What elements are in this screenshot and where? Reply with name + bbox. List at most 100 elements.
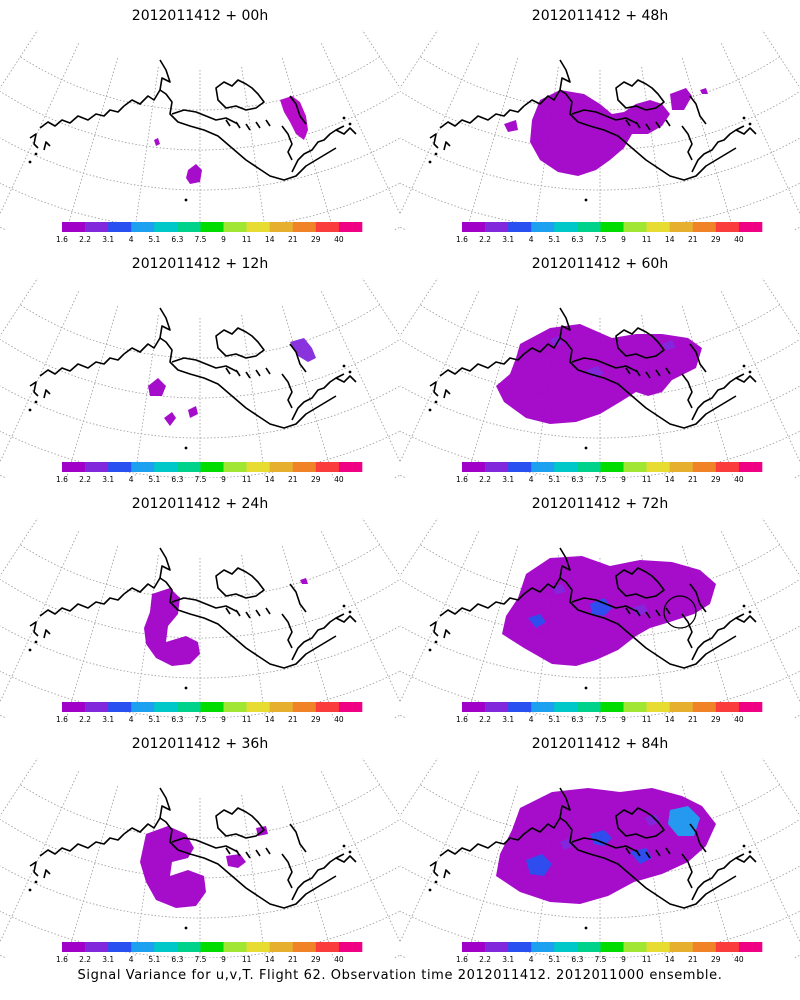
coastline xyxy=(691,125,745,173)
colorbar-label: 1.6 xyxy=(456,955,468,964)
colorbar-swatch xyxy=(108,942,132,952)
colorbar-swatch xyxy=(577,222,601,232)
colorbar-swatch xyxy=(600,462,624,472)
colorbar-label: 1.6 xyxy=(56,235,68,244)
colorbar-swatch xyxy=(223,702,247,712)
colorbar-label: 2.2 xyxy=(79,715,91,724)
colorbar-label: 9 xyxy=(221,235,226,244)
coastlines xyxy=(29,307,357,429)
coastline xyxy=(171,837,239,853)
coastline xyxy=(645,851,651,859)
colorbar-swatch xyxy=(269,222,294,232)
variance-field xyxy=(154,96,308,184)
colorbar-label: 4 xyxy=(529,715,534,724)
colorbar-swatch xyxy=(269,702,294,712)
colorbar-swatch xyxy=(692,222,717,232)
colorbar-label: 2.2 xyxy=(479,235,491,244)
island-marker xyxy=(28,888,32,892)
colorbar-label: 5.1 xyxy=(148,235,160,244)
coastline xyxy=(225,119,231,127)
coastline xyxy=(225,367,231,375)
colorbar-label: 21 xyxy=(688,235,698,244)
colorbar-label: 7.5 xyxy=(595,475,607,484)
latitude-circle xyxy=(400,625,800,679)
coastline xyxy=(439,353,525,377)
colorbar-label: 3.1 xyxy=(102,955,114,964)
colorbar-label: 6.3 xyxy=(571,475,583,484)
colorbar-label: 9 xyxy=(621,715,626,724)
lat-lon-grid xyxy=(0,758,400,958)
coastline xyxy=(123,337,337,429)
panel-title: 2012011412 + 12h xyxy=(131,256,269,272)
variance-field xyxy=(502,556,716,666)
colorbar-label: 14 xyxy=(265,475,275,484)
colorbar-swatch xyxy=(554,222,578,232)
colorbar-label: 40 xyxy=(734,475,744,484)
colorbar-swatch xyxy=(292,462,317,472)
coastline xyxy=(645,123,651,131)
latitude-circle xyxy=(0,182,400,230)
variance-region xyxy=(186,164,202,184)
panel-title: 2012011412 + 24h xyxy=(131,496,269,512)
latitude-circle xyxy=(0,954,400,958)
island-marker xyxy=(434,640,438,644)
colorbar-swatch xyxy=(85,222,109,232)
colorbar-swatch xyxy=(246,462,270,472)
colorbar-label: 6.3 xyxy=(571,715,583,724)
colorbar-label: 40 xyxy=(734,715,744,724)
colorbar-swatch xyxy=(485,222,509,232)
colorbar-swatch xyxy=(223,462,247,472)
colorbar-swatch xyxy=(108,222,132,232)
coastline xyxy=(439,593,525,617)
coastline xyxy=(159,307,171,339)
meridian-line xyxy=(400,278,439,337)
colorbar-swatch xyxy=(154,222,178,232)
variance-region xyxy=(700,88,708,94)
meridian-line xyxy=(400,518,439,577)
island-marker xyxy=(348,610,352,614)
latitude-circle xyxy=(0,338,400,399)
colorbar-label: 5.1 xyxy=(548,715,560,724)
figure-caption: Signal Variance for u,v,T. Flight 62. Ob… xyxy=(77,968,723,983)
colorbar-swatch xyxy=(269,942,294,952)
meridian-line xyxy=(400,771,479,943)
latitude-circle xyxy=(0,670,400,718)
colorbar-label: 40 xyxy=(334,235,344,244)
coastline xyxy=(225,607,231,615)
colorbar-label: 5.1 xyxy=(148,715,160,724)
colorbar-label: 9 xyxy=(621,955,626,964)
colorbar-legend: 1.6 2.2 3.1 4 5.1 6.3 7.5 9 11 14 21 29 40 xyxy=(456,222,763,244)
polar-stereographic-map xyxy=(0,518,400,718)
coastline xyxy=(635,609,641,617)
colorbar-swatch xyxy=(177,942,201,952)
variance-field xyxy=(148,338,316,426)
colorbar-swatch xyxy=(508,462,532,472)
colorbar-swatch xyxy=(508,222,532,232)
colorbar-swatch xyxy=(462,222,486,232)
colorbar-swatch xyxy=(131,702,155,712)
island-marker xyxy=(342,116,346,120)
colorbar-swatch xyxy=(292,702,317,712)
coastline xyxy=(615,807,665,839)
coastline xyxy=(215,327,265,359)
colorbar-label: 2.2 xyxy=(479,715,491,724)
colorbar-swatch xyxy=(738,222,763,232)
latitude-circle xyxy=(0,226,400,230)
colorbar-label: 3.1 xyxy=(502,715,514,724)
colorbar-swatch xyxy=(485,702,509,712)
coastline xyxy=(43,869,51,879)
colorbar-label: 2.2 xyxy=(479,955,491,964)
colorbar-label: 4 xyxy=(129,235,134,244)
coastlines xyxy=(429,787,757,909)
latitude-circle xyxy=(400,338,800,399)
colorbar-label: 7.5 xyxy=(595,955,607,964)
colorbar-label: 3.1 xyxy=(102,475,114,484)
colorbar-label: 29 xyxy=(311,955,321,964)
coastline xyxy=(523,89,737,181)
coastline xyxy=(691,853,745,901)
coastline xyxy=(245,371,251,379)
latitude-circle xyxy=(400,910,800,958)
colorbar-swatch xyxy=(85,702,109,712)
colorbar-swatch xyxy=(692,942,717,952)
panel-title: 2012011412 + 72h xyxy=(531,496,669,512)
